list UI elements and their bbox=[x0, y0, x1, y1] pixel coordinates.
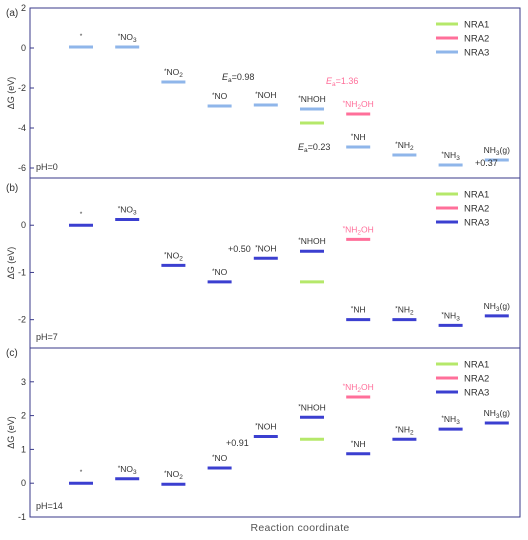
state-label: *NOH bbox=[255, 422, 276, 432]
legend-label-nra2: NRA2 bbox=[464, 204, 489, 215]
state-label: *NO3 bbox=[118, 205, 137, 217]
state-label: *NO2 bbox=[164, 67, 183, 79]
state-label: * bbox=[80, 211, 83, 218]
y-tick-label: -4 bbox=[18, 123, 26, 133]
state-label: *NO bbox=[212, 267, 228, 277]
state-label: *NO3 bbox=[118, 32, 137, 44]
panel-frame bbox=[29, 347, 521, 518]
energy-annotation: Ea=1.36 bbox=[326, 76, 358, 88]
state-label: *NO2 bbox=[164, 469, 183, 481]
state-label: *NO bbox=[212, 91, 228, 101]
state-label: *NHOH bbox=[298, 94, 326, 104]
state-label: NH3(g) bbox=[484, 301, 510, 313]
state-label: *NH2 bbox=[395, 305, 414, 317]
state-label: *NO bbox=[212, 453, 228, 463]
legend-label-nra2: NRA2 bbox=[464, 374, 489, 385]
state-label: *NH bbox=[351, 305, 366, 315]
legend-label-nra2: NRA2 bbox=[464, 34, 489, 45]
state-label: *NH3 bbox=[441, 414, 460, 426]
legend-label-nra3: NRA3 bbox=[464, 48, 489, 59]
ph-condition: pH=7 bbox=[36, 332, 58, 342]
state-label: NH3(g) bbox=[484, 145, 510, 157]
state-label: *NOH bbox=[255, 90, 276, 100]
panel-b: 0 -1 -2 ΔG (eV) (b) pH=7 NRA1 NRA2 NRA3 * *NO3 *NO2… bbox=[6, 177, 521, 349]
panel-c: -1 0 1 2 3 ΔG (eV) (c) pH=14 NRA1 NRA2 NRA3 * *NO3 *N… bbox=[6, 347, 521, 522]
y-tick-label: 0 bbox=[21, 43, 26, 53]
y-axis-label: ΔG (eV) bbox=[6, 416, 16, 449]
legend-label-nra1: NRA1 bbox=[464, 360, 489, 371]
state-label: *NH2OH bbox=[343, 382, 374, 394]
y-tick-label: 2 bbox=[21, 3, 26, 13]
y-tick-label: -2 bbox=[18, 83, 26, 93]
y-tick-label: -1 bbox=[18, 512, 26, 522]
energy-annotation: Ea=0.98 bbox=[222, 72, 254, 84]
y-tick-label: 0 bbox=[21, 220, 26, 230]
energy-annotation: Ea=0.23 bbox=[298, 142, 330, 154]
legend-label-nra3: NRA3 bbox=[464, 388, 489, 399]
state-label: *NH bbox=[351, 439, 366, 449]
legend-label-nra1: NRA1 bbox=[464, 190, 489, 201]
panel-label: (a) bbox=[6, 8, 18, 19]
x-axis-label: Reaction coordinate bbox=[250, 522, 349, 534]
y-tick-label: -6 bbox=[18, 163, 26, 173]
state-label: *NH3 bbox=[441, 150, 460, 162]
energy-annotation: +0.91 bbox=[226, 438, 249, 448]
state-label: *NH3 bbox=[441, 310, 460, 322]
energy-annotation: +0.50 bbox=[228, 244, 251, 254]
ph-condition: pH=14 bbox=[36, 501, 63, 511]
state-label: *NHOH bbox=[298, 236, 326, 246]
state-label: *NH2 bbox=[395, 140, 414, 152]
state-label: *NH2OH bbox=[343, 99, 374, 111]
panel-label: (c) bbox=[6, 348, 18, 359]
legend-label-nra1: NRA1 bbox=[464, 20, 489, 31]
state-label: * bbox=[80, 33, 83, 40]
state-label: *NH bbox=[351, 132, 366, 142]
legend-label-nra3: NRA3 bbox=[464, 218, 489, 229]
panel-a: 2 0 -2 -4 -6 ΔG (eV) (a) pH=0 NRA1 NRA2 NRA3 * *NO3 *… bbox=[6, 3, 521, 179]
state-label: * bbox=[80, 469, 83, 476]
y-tick-label: 1 bbox=[21, 444, 26, 454]
panel-frame bbox=[29, 177, 521, 349]
state-label: *NOH bbox=[255, 243, 276, 253]
state-label: NH3(g) bbox=[484, 408, 510, 420]
state-label: *NO2 bbox=[164, 250, 183, 262]
y-axis-label: ΔG (eV) bbox=[6, 77, 16, 110]
state-label: *NO3 bbox=[118, 464, 137, 476]
state-label: *NHOH bbox=[298, 402, 326, 412]
state-label: *NH2 bbox=[395, 424, 414, 436]
y-tick-label: -2 bbox=[18, 315, 26, 325]
state-label: *NH2OH bbox=[343, 224, 374, 236]
ph-condition: pH=0 bbox=[36, 162, 58, 172]
energy-annotation: +0.37 bbox=[475, 158, 498, 168]
panel-label: (b) bbox=[6, 183, 18, 194]
y-tick-label: -1 bbox=[18, 267, 26, 277]
y-tick-label: 0 bbox=[21, 478, 26, 488]
y-tick-label: 3 bbox=[21, 377, 26, 387]
y-tick-label: 2 bbox=[21, 411, 26, 421]
y-axis-label: ΔG (eV) bbox=[6, 247, 16, 280]
